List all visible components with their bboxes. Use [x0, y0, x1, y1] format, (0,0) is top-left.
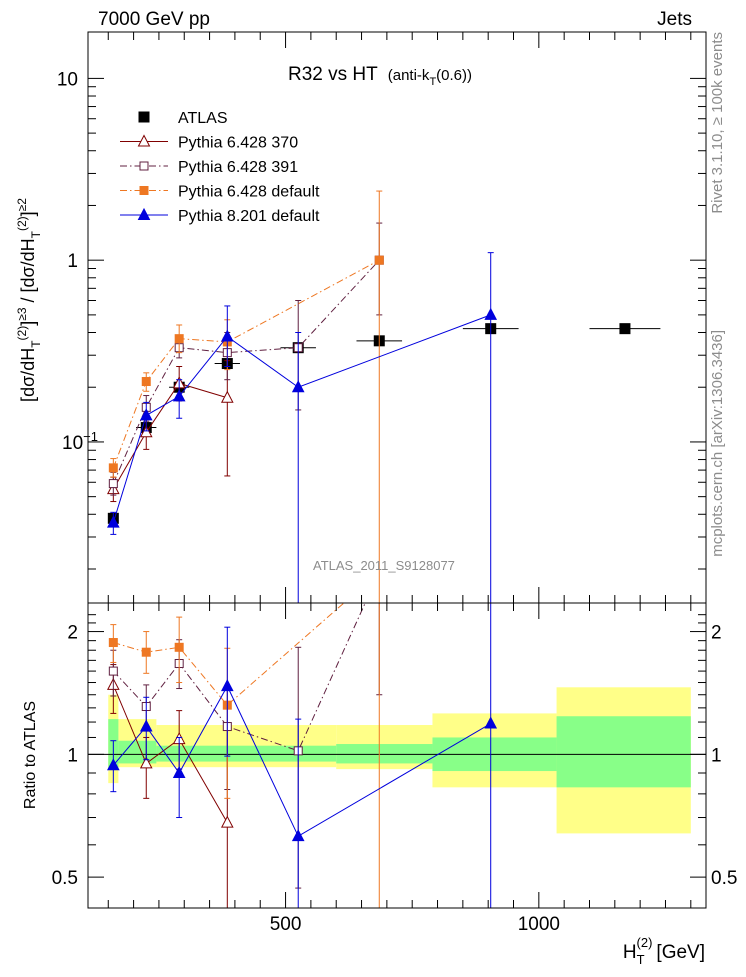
legend-marker: [138, 111, 150, 123]
x-tick-label: 1000: [518, 914, 560, 935]
series-line: [112, 382, 228, 490]
data-point: [141, 377, 151, 387]
energy-label: 7000 GeV pp: [98, 9, 210, 30]
data-point: [139, 719, 153, 732]
data-point: [108, 638, 118, 648]
data-point: [174, 334, 184, 344]
data-point: [484, 307, 498, 320]
ratio-plot-frame: [87, 602, 707, 909]
data-point: [139, 408, 153, 421]
series-line: [112, 259, 380, 469]
series-line: [112, 685, 491, 837]
series-pythia-8-201-default: [107, 603, 498, 908]
ratio-y-tick-label: 1: [67, 745, 78, 766]
rivet-label: Rivet 3.1.10, ≥ 100k events: [709, 32, 726, 214]
legend-entry: Pythia 8.201 default: [120, 207, 320, 225]
ratio-y-tick-label: 0.5: [52, 868, 78, 889]
data-point: [174, 642, 184, 652]
legend-marker: [137, 207, 151, 220]
legend-marker: [139, 186, 149, 195]
legend-entry: Pythia 6.428 default: [120, 184, 320, 201]
mcplots-label: mcplots.cern.ch [arXiv:1306.3436]: [709, 330, 726, 557]
y-tick-label: 10−1: [62, 429, 98, 454]
series-pythia-6-428-default: [108, 190, 384, 603]
legend-label: Pythia 8.201 default: [178, 208, 320, 225]
x-axis-label: HT(2) [GeV]: [623, 935, 705, 967]
data-point: [107, 758, 120, 771]
ratio-y-axis-label: Ratio to ATLAS: [22, 701, 39, 809]
legend-label: ATLAS: [178, 110, 228, 127]
legend-label: Pythia 6.428 370: [178, 135, 298, 152]
x-tick-label: 500: [270, 914, 302, 935]
ratio-plot: 0.5 0.5 1 1 2 2 500 1000: [52, 602, 737, 935]
series-line: [112, 684, 228, 823]
main-plot-title: R32 vs HT (anti-kT(0.6)): [288, 64, 472, 88]
uncertainty-band-stat: [556, 716, 691, 788]
data-point: [220, 390, 234, 403]
data-point: [220, 679, 234, 692]
data-point: [108, 463, 118, 473]
data-point: [139, 756, 153, 769]
series-line: [112, 603, 366, 752]
ratio-y-tick-label-right: 2: [711, 623, 722, 644]
data-point: [172, 389, 186, 402]
legend-label: Pythia 6.428 391: [178, 159, 298, 176]
y-tick-label: 10: [57, 69, 78, 90]
legend: ATLAS Pythia 6.428 370 Pythia 6.428 391 Pyt…: [120, 110, 320, 225]
data-point: [108, 666, 118, 676]
series-line: [113, 603, 345, 706]
legend-entry: Pythia 6.428 370: [120, 134, 298, 152]
series-atlas: [107, 323, 661, 525]
data-point: [141, 647, 151, 657]
series-line: [112, 314, 491, 523]
uncertainty-band-stat: [156, 745, 337, 762]
y-tick-label: 1: [67, 251, 78, 272]
data-point: [291, 380, 305, 393]
data-point: [619, 323, 631, 335]
main-plot: R32 vs HT (anti-kT(0.6)) ATLAS Pythia 6.42…: [57, 31, 707, 604]
legend-marker: [137, 134, 151, 147]
process-label: Jets: [657, 9, 692, 30]
ratio-y-tick-label: 2: [67, 623, 78, 644]
watermark: ATLAS_2011_S9128077: [313, 558, 455, 573]
data-point: [220, 329, 234, 342]
legend-label: Pythia 6.428 default: [178, 184, 320, 201]
legend-entry: ATLAS: [138, 110, 228, 127]
series-pythia-6-428-391: [108, 222, 384, 496]
series-pythia-6-428-391: [108, 603, 383, 889]
series-pythia-6-428-default: [108, 603, 380, 908]
data-point: [108, 479, 118, 489]
data-point: [291, 829, 305, 842]
series-pythia-6-428-370: [107, 664, 234, 908]
data-point: [139, 425, 153, 438]
uncertainty-band-stat: [336, 744, 433, 764]
series-pythia-8-201-default: [107, 252, 498, 603]
data-point: [484, 716, 498, 729]
legend-entry: Pythia 6.428 391: [120, 159, 298, 176]
data-point: [374, 255, 384, 265]
ratio-y-tick-label-right: 0.5: [711, 868, 737, 889]
ratio-y-tick-label-right: 1: [711, 745, 722, 766]
legend-marker: [139, 161, 149, 171]
main-y-axis-label: [dσ/dHT(2)]≥3 / [dσ/dHT(2)]≥2: [15, 198, 43, 402]
data-point: [172, 765, 186, 779]
data-point: [107, 515, 120, 528]
data-point: [220, 815, 234, 828]
